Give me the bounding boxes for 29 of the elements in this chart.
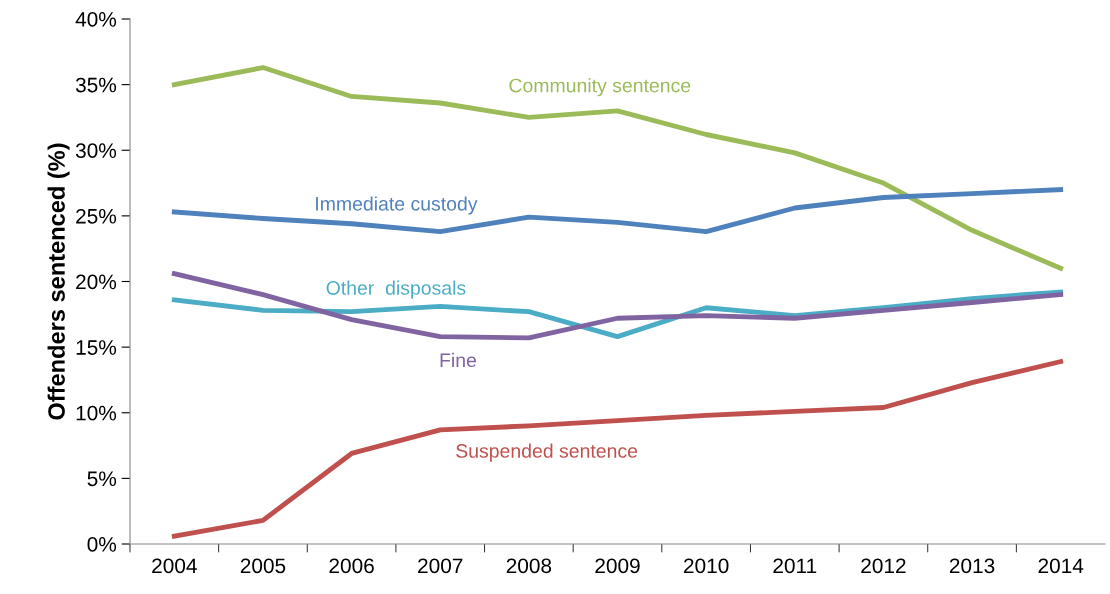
x-tick-label: 2004: [152, 558, 197, 574]
x-tick-label: 2012: [861, 558, 906, 574]
x-tick-label: 2008: [506, 558, 552, 574]
y-tick-label: 15%: [76, 340, 117, 355]
line-series: [171, 65, 1064, 271]
x-tick-label: 2014: [1038, 558, 1084, 574]
y-tick-label: 20%: [76, 274, 117, 290]
x-tick-label: 2005: [240, 558, 286, 574]
x-tick-label: 2010: [684, 558, 729, 574]
y-tick-label: 30%: [75, 143, 117, 158]
x-tick-label: 2006: [329, 558, 374, 574]
y-tick-label: 35%: [75, 77, 117, 93]
series-label: Community sentence: [509, 78, 691, 97]
x-tick-label: 2009: [595, 558, 640, 574]
x-tick-label: 2011: [773, 558, 817, 574]
series-label: Immediate custody: [316, 196, 478, 215]
y-tick-label: 25%: [76, 208, 117, 224]
series-label: Suspended sentence: [456, 443, 638, 462]
series-label: Other disposals: [326, 280, 466, 299]
y-tick-label: 40%: [75, 12, 117, 27]
x-tick-label: 2013: [949, 558, 995, 574]
line-series: [171, 187, 1064, 235]
x-tick-label: 2007: [418, 558, 463, 574]
y-axis-title: Offenders sentenced (%): [47, 143, 70, 420]
line-series: [171, 271, 1064, 341]
y-tick-label: 5%: [87, 471, 117, 487]
y-tick-label: 0%: [87, 537, 117, 552]
y-tick-label: 10%: [76, 405, 117, 421]
series-label: Fine: [440, 352, 476, 368]
